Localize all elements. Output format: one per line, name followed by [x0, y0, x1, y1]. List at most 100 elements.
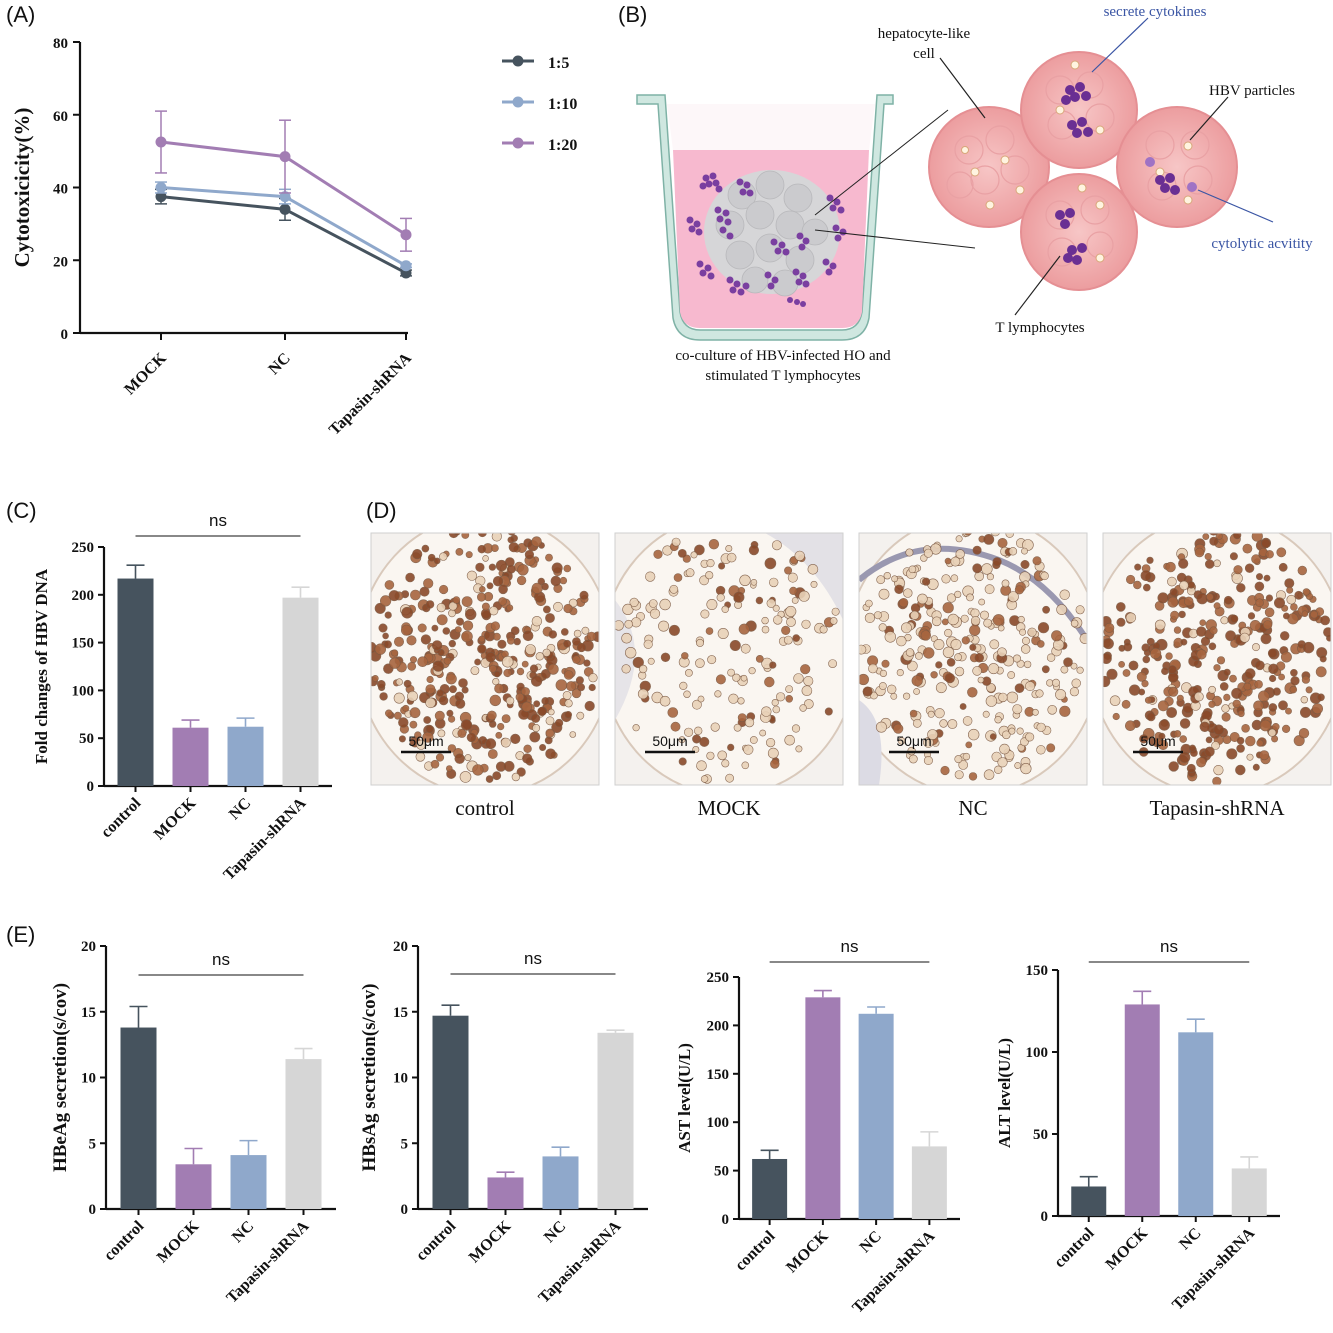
stained-cell — [374, 643, 386, 655]
stained-cell — [402, 704, 410, 712]
stained-cell — [1006, 691, 1019, 704]
stained-cell — [1138, 688, 1146, 696]
stained-cell — [1059, 589, 1070, 600]
stained-cell — [1167, 596, 1179, 608]
stained-cell — [859, 644, 867, 655]
stained-cell — [1243, 682, 1252, 691]
stained-cell — [374, 602, 386, 614]
stained-cell — [902, 692, 911, 700]
stained-cell — [748, 667, 756, 675]
stained-cell — [507, 533, 516, 536]
y-tick-label: 0 — [1041, 1209, 1049, 1225]
stained-cell — [543, 605, 551, 614]
stained-cell — [1281, 724, 1291, 734]
stained-cell — [531, 582, 543, 594]
stained-cell — [1103, 675, 1111, 688]
stained-cell — [1179, 580, 1189, 591]
stained-cell — [1109, 695, 1121, 707]
stained-cell — [921, 577, 931, 586]
stained-cell — [673, 573, 683, 582]
stained-cell — [765, 737, 776, 748]
stained-cell — [417, 656, 428, 668]
stained-cell — [573, 629, 582, 638]
stained-cell — [1076, 666, 1084, 674]
stained-cell — [1272, 722, 1280, 731]
stained-cell — [477, 544, 486, 554]
stained-cell — [1268, 703, 1278, 712]
stained-cell — [986, 573, 995, 581]
stained-cell — [865, 599, 873, 608]
y-tick-label: 20 — [393, 939, 408, 955]
stained-cell — [864, 612, 876, 624]
bar-mock — [175, 1164, 212, 1209]
stained-cell — [828, 659, 837, 668]
stained-cell — [1249, 619, 1261, 631]
significance-label: ns — [841, 937, 859, 956]
stained-cell — [950, 638, 962, 650]
stained-cell — [401, 606, 414, 619]
stained-cell — [1166, 707, 1177, 718]
stained-cell — [670, 721, 681, 732]
y-tick-label: 20 — [53, 254, 68, 270]
stained-cell — [983, 534, 995, 545]
stained-cell — [568, 598, 578, 608]
stained-cell — [403, 679, 412, 688]
stained-cell — [997, 624, 1005, 632]
stained-cell — [382, 632, 389, 640]
stained-cell — [761, 625, 770, 634]
stained-cell — [492, 575, 504, 587]
stained-cell — [1229, 552, 1238, 561]
stained-cell — [962, 752, 971, 761]
stained-cell — [530, 675, 543, 687]
stained-cell — [1125, 720, 1136, 732]
stained-cell — [433, 557, 441, 565]
stained-cell — [1104, 622, 1115, 633]
stained-cell — [1206, 593, 1214, 601]
bar-mock — [805, 997, 841, 1219]
stained-cell — [497, 639, 507, 649]
stained-cell — [1219, 682, 1229, 691]
stained-cell — [983, 618, 993, 628]
stained-cell — [767, 747, 779, 759]
stained-cell — [525, 644, 536, 655]
stained-cell — [435, 753, 445, 762]
stained-cell — [905, 648, 915, 657]
coculture-diagram: hepatocyte-like cell secrete cytokines H… — [636, 4, 1313, 384]
stained-cell — [432, 660, 444, 672]
stained-cell — [1226, 748, 1238, 760]
stained-cell — [545, 613, 555, 623]
stained-cell — [1168, 761, 1179, 772]
stained-cell — [455, 548, 464, 556]
stained-cell — [1252, 763, 1260, 771]
stained-cell — [824, 707, 833, 716]
stained-cell — [998, 692, 1008, 703]
stained-cell — [700, 609, 710, 619]
stained-cell — [993, 765, 1003, 774]
stained-cell — [1212, 776, 1222, 785]
stained-cell — [1247, 612, 1256, 620]
stained-cell — [409, 707, 421, 719]
stained-cell — [1125, 574, 1136, 585]
stained-cell — [679, 681, 688, 691]
stained-cell — [542, 648, 551, 657]
stained-cell — [477, 644, 487, 654]
stained-cell — [1323, 627, 1331, 638]
stained-cell — [761, 616, 769, 625]
stained-cell — [569, 731, 577, 738]
stained-cell — [579, 590, 589, 600]
stained-cell — [1263, 574, 1271, 582]
stained-cell — [728, 693, 739, 704]
stained-cell — [706, 751, 715, 760]
stained-cell — [1016, 727, 1024, 735]
stained-cell — [507, 536, 515, 544]
stained-cell — [941, 618, 949, 626]
x-tick-label: MOCK — [154, 1217, 203, 1266]
stained-cell — [985, 695, 998, 707]
stained-cell — [685, 568, 695, 578]
stained-cell — [771, 540, 782, 551]
bar-tapasin-shrna — [285, 1059, 322, 1209]
significance-label: ns — [212, 950, 230, 969]
panel-letter-a: (A) — [6, 2, 35, 27]
x-tick-label: NC — [229, 1218, 257, 1246]
